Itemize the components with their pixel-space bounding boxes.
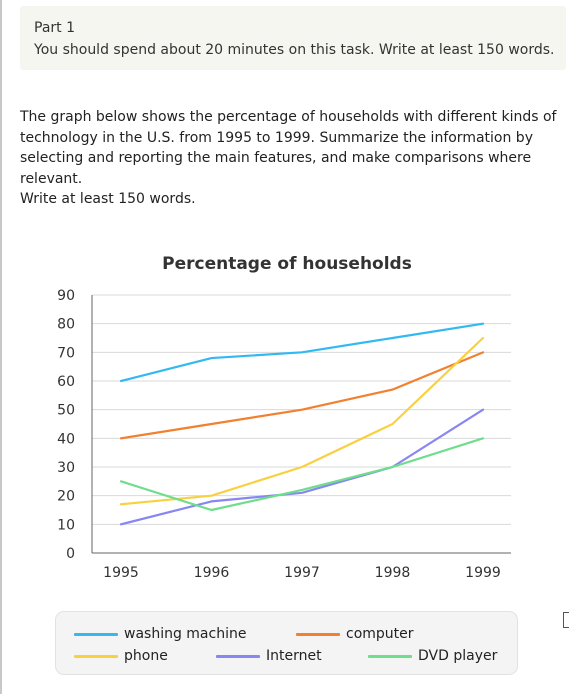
- legend-item: washing machine: [74, 624, 246, 644]
- x-tick-label: 1999: [465, 565, 501, 581]
- legend-item: computer: [296, 624, 414, 644]
- legend-swatch: [216, 654, 260, 658]
- chart-legend: washing machine computer phone Internet DVD …: [55, 611, 518, 675]
- series-line-phone: [119, 336, 485, 506]
- text-cursor-bracket: [563, 612, 569, 628]
- x-tick-label: 1997: [284, 565, 320, 581]
- series-line-washing-machine: [119, 322, 485, 383]
- series-line-dvd-player: [119, 437, 485, 512]
- series-line-internet: [119, 408, 485, 526]
- chart-title: Percentage of households: [162, 254, 412, 274]
- y-tick-label: 0: [66, 546, 75, 562]
- y-tick-label: 90: [57, 288, 75, 304]
- x-tick-label: 1996: [194, 565, 230, 581]
- y-tick-label: 20: [57, 489, 75, 505]
- legend-label: washing machine: [124, 626, 247, 642]
- task-header: Part 1 You should spend about 20 minutes…: [20, 6, 566, 70]
- legend-swatch: [296, 632, 340, 636]
- legend-swatch: [74, 654, 118, 658]
- y-tick-label: 10: [57, 517, 75, 533]
- legend-label: DVD player: [418, 648, 498, 664]
- prompt-requirement: Write at least 150 words.: [20, 191, 196, 207]
- legend-label: computer: [346, 626, 414, 642]
- prompt-description: The graph below shows the percentage of …: [20, 109, 557, 187]
- y-tick-label: 70: [57, 345, 75, 361]
- legend-item: phone: [74, 646, 168, 666]
- legend-label: phone: [124, 648, 168, 664]
- legend-label: Internet: [266, 648, 322, 664]
- series-line-computer: [119, 351, 485, 440]
- y-tick-label: 80: [57, 317, 75, 333]
- y-tick-label: 60: [57, 374, 75, 390]
- legend-swatch: [368, 654, 412, 658]
- y-tick-label: 40: [57, 431, 75, 447]
- legend-item: Internet: [216, 646, 322, 666]
- x-tick-label: 1995: [103, 565, 139, 581]
- left-border-rule: [0, 0, 2, 694]
- x-tick-label: 1998: [375, 565, 411, 581]
- part-label: Part 1: [34, 20, 75, 36]
- task-prompt: The graph below shows the percentage of …: [20, 107, 568, 210]
- legend-swatch: [74, 632, 118, 636]
- task-instruction: You should spend about 20 minutes on thi…: [34, 42, 555, 58]
- legend-item: DVD player: [368, 646, 497, 666]
- y-tick-label: 50: [57, 403, 75, 419]
- y-tick-label: 30: [57, 460, 75, 476]
